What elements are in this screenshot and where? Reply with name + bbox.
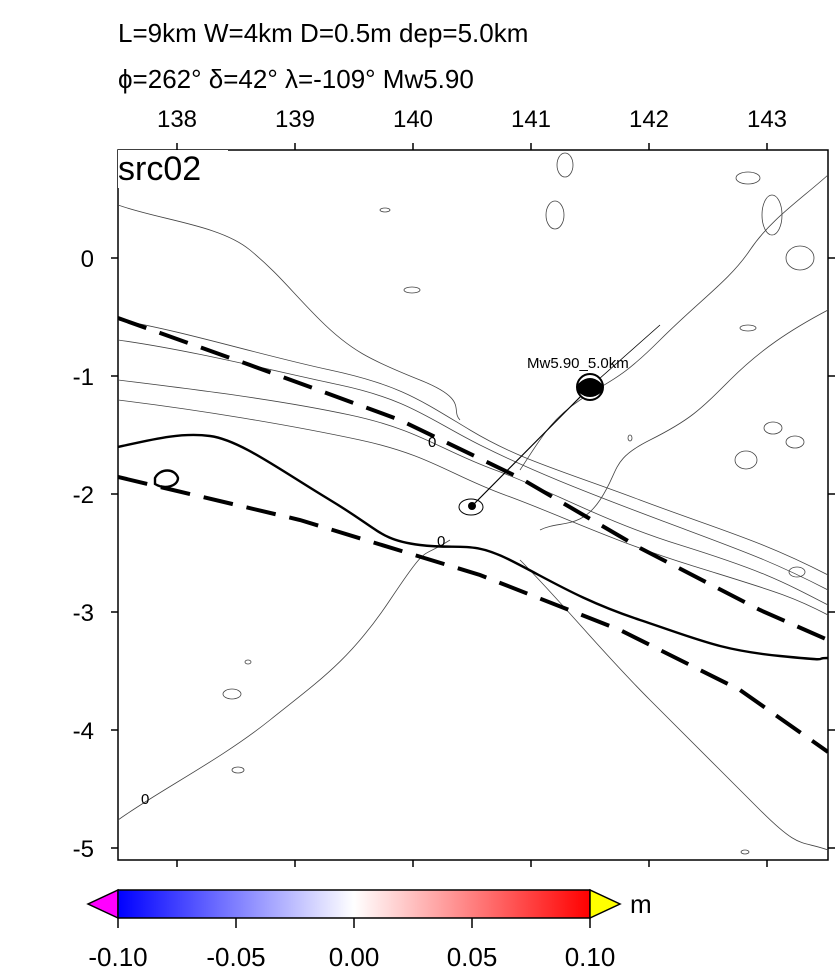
- y-tick-label: -5: [73, 836, 94, 863]
- source-link-line: [471, 386, 591, 507]
- y-tick-label: -1: [73, 364, 94, 391]
- contour-island: [231, 766, 245, 774]
- contour-island: [761, 194, 783, 236]
- contour-island: [735, 171, 761, 185]
- colorbar-gradient: [117, 889, 591, 919]
- contour-island: [788, 566, 806, 578]
- contour-island: [734, 450, 758, 470]
- colorbar-tick-label: -0.05: [206, 942, 265, 972]
- contour-line: [118, 399, 828, 616]
- contour-island: [403, 286, 421, 294]
- colorbar-tick-label: -0.10: [88, 942, 147, 972]
- contour-label: 0: [141, 791, 149, 808]
- y-tick-label: -3: [73, 600, 94, 627]
- dashed-boundary-lower: [118, 475, 828, 754]
- colorbar-tick-label: 0.05: [447, 942, 498, 972]
- contour-island: [785, 435, 805, 449]
- x-tick-label: 143: [747, 106, 787, 133]
- x-tick-label: 140: [393, 106, 433, 133]
- y-tick-label: -4: [73, 718, 94, 745]
- deformation-ellipse: [458, 498, 484, 516]
- figure-title-mechanism: ϕ=262° δ=42° λ=-109° Mw5.90: [118, 64, 474, 94]
- x-tick-label: 142: [629, 106, 669, 133]
- contour-island: [763, 421, 783, 435]
- panel-label: src02: [118, 150, 201, 188]
- source-link-line: [589, 324, 661, 388]
- colorbar-unit: m: [630, 889, 652, 919]
- zero-contour-loop: [153, 469, 180, 489]
- contour-label: 0: [437, 533, 445, 550]
- contour-island: [785, 245, 815, 271]
- y-tick-label: 0: [81, 246, 94, 273]
- x-tick-label: 141: [511, 106, 551, 133]
- contour-line: [118, 204, 461, 421]
- colorbar-over-triangle: [589, 888, 622, 920]
- figure-title-params: L=9km W=4km D=0.5m dep=5.0km: [118, 18, 529, 48]
- panel-label-bg: [118, 150, 228, 188]
- contour-line: [519, 174, 828, 471]
- focal-mechanism-icon: [578, 378, 602, 397]
- source-label: Mw5.90_5.0km: [527, 355, 629, 372]
- axis-ticks: [111, 143, 835, 867]
- contour-line: [539, 309, 828, 531]
- contour-line: [519, 559, 828, 851]
- contour-label: 0: [428, 434, 436, 451]
- x-tick-label: 138: [157, 106, 197, 133]
- contour-island: [222, 688, 242, 700]
- x-tick-label: 139: [275, 106, 315, 133]
- colorbar-under-triangle: [86, 888, 119, 920]
- colorbar-tick-label: 0.00: [329, 942, 380, 972]
- colorbar-tick-label: 0.10: [565, 942, 616, 972]
- contour-island: [739, 324, 757, 332]
- contour-island: [379, 207, 391, 213]
- colorbar-ticks: [117, 918, 591, 928]
- contour-layer: [118, 152, 828, 855]
- contour-line: [118, 379, 828, 606]
- dashed-boundary-upper: [118, 316, 828, 642]
- y-tick-label: -2: [73, 482, 94, 509]
- contour-island: [740, 849, 750, 855]
- contour-island: [556, 152, 574, 178]
- contour-island: [545, 200, 565, 230]
- contour-line: [118, 319, 828, 576]
- contour-island: [627, 434, 633, 442]
- zero-contour: [118, 433, 828, 661]
- contour-island: [244, 659, 252, 665]
- epicenter-dot: [468, 502, 476, 510]
